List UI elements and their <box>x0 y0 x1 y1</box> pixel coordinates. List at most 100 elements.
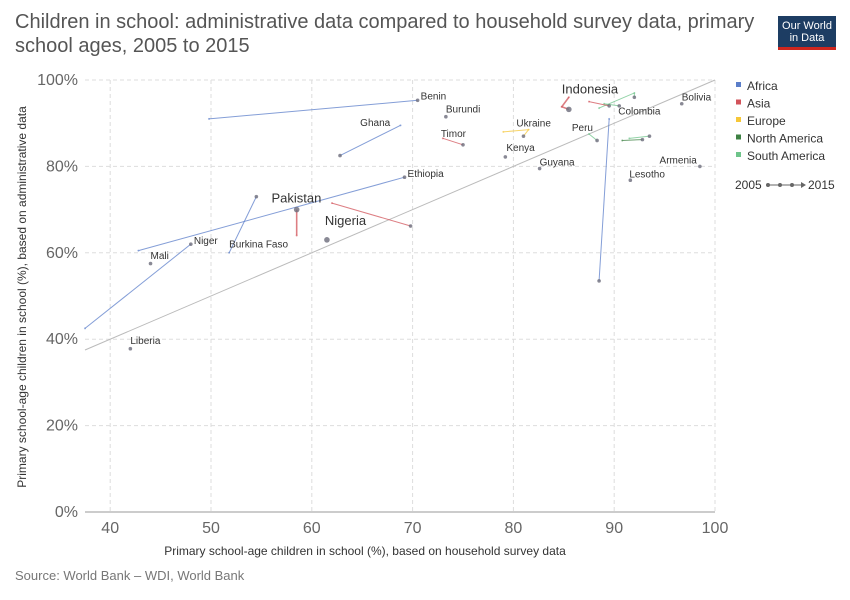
data-point[interactable] <box>148 261 153 266</box>
legend-item[interactable]: Asia <box>747 97 771 111</box>
data-point[interactable] <box>595 138 599 143</box>
data-point[interactable] <box>567 96 570 99</box>
legend-item[interactable]: Africa <box>747 79 778 93</box>
axis-ticks: 0% 20% 40% 60% 80% 100% 40 50 60 70 80 90 100 <box>37 72 728 537</box>
point-label: Colombia <box>618 107 661 118</box>
x-tick-label: 100 <box>702 520 729 537</box>
legend-item[interactable]: Europe <box>747 114 786 128</box>
data-point[interactable] <box>444 114 448 119</box>
series-ghana[interactable] <box>338 124 402 158</box>
data-point[interactable] <box>698 164 702 169</box>
series-ukraine[interactable] <box>502 128 530 138</box>
series-benin[interactable] <box>207 98 420 120</box>
legend-swatch <box>736 152 741 157</box>
data-point[interactable] <box>588 133 590 135</box>
data-point[interactable] <box>84 327 86 330</box>
data-point[interactable] <box>640 137 645 142</box>
data-point[interactable] <box>137 249 140 252</box>
data-point[interactable] <box>338 153 342 158</box>
data-point[interactable] <box>607 104 611 108</box>
legend-time-end: 2015 <box>808 178 835 192</box>
x-tick-label: 70 <box>404 520 422 537</box>
point-label: Burkina Faso <box>229 240 288 251</box>
data-point[interactable] <box>628 137 631 140</box>
series-unlabeled[interactable] <box>628 134 652 140</box>
data-point[interactable] <box>566 106 572 113</box>
data-point[interactable] <box>502 130 505 133</box>
data-point[interactable] <box>128 346 133 351</box>
y-tick-label: 40% <box>46 331 78 348</box>
data-point[interactable] <box>647 134 652 138</box>
logo-line2: in Data <box>789 32 825 44</box>
series-lesotho[interactable] <box>628 178 633 183</box>
series-path <box>84 243 192 329</box>
data-point[interactable] <box>608 117 611 120</box>
data-point[interactable] <box>503 155 508 159</box>
reference-line <box>84 79 716 351</box>
legend-time-dot <box>766 183 770 187</box>
legend-swatch <box>736 117 741 122</box>
series-bolivia[interactable] <box>679 101 684 106</box>
y-tick-label: 20% <box>46 418 78 435</box>
data-point[interactable] <box>293 206 300 213</box>
data-point[interactable] <box>560 105 563 108</box>
data-point[interactable] <box>415 98 420 103</box>
series-unlabeled[interactable] <box>588 100 611 108</box>
data-point[interactable] <box>254 194 259 199</box>
series-ethiopia[interactable] <box>137 175 407 252</box>
series-path <box>629 135 650 139</box>
series-burundi[interactable] <box>444 114 448 119</box>
data-point[interactable] <box>621 139 624 142</box>
series-kenya[interactable] <box>503 155 508 159</box>
legend[interactable]: Africa Asia Europe North America South Ameri… <box>735 79 835 192</box>
data-point[interactable] <box>617 104 622 108</box>
point-label: Niger <box>194 236 219 247</box>
x-tick-label: 60 <box>303 520 321 537</box>
data-point[interactable] <box>189 242 193 246</box>
series-path <box>604 103 620 107</box>
legend-item[interactable]: South America <box>747 149 825 163</box>
legend-time-arrow <box>801 182 806 188</box>
series-nigeria[interactable] <box>324 237 330 243</box>
data-point[interactable] <box>207 117 210 120</box>
point-label: Kenya <box>506 143 535 154</box>
data-point[interactable] <box>402 175 407 179</box>
legend-item[interactable]: North America <box>747 132 823 146</box>
series-liberia[interactable] <box>128 346 133 351</box>
series-indonesia[interactable] <box>560 96 572 113</box>
data-point[interactable] <box>527 128 530 131</box>
data-point[interactable] <box>632 95 637 100</box>
data-point[interactable] <box>330 202 333 205</box>
data-point[interactable] <box>598 107 601 110</box>
legend-time-dot <box>778 183 782 187</box>
data-point[interactable] <box>441 137 444 140</box>
data-point[interactable] <box>588 100 590 103</box>
series-unlabeled[interactable] <box>330 202 413 228</box>
series-pakistan[interactable] <box>293 206 300 237</box>
data-point[interactable] <box>228 251 231 254</box>
data-point[interactable] <box>399 124 402 127</box>
series-guyana[interactable] <box>537 166 542 171</box>
series-unlabeled[interactable] <box>597 117 611 283</box>
data-point[interactable] <box>537 166 542 171</box>
series-peru[interactable] <box>588 133 599 143</box>
data-point[interactable] <box>324 237 330 243</box>
series-burkina-faso[interactable] <box>228 194 259 254</box>
data-point[interactable] <box>295 234 298 237</box>
point-label: Bolivia <box>682 92 712 103</box>
series-timor[interactable] <box>441 137 465 147</box>
series-armenia[interactable] <box>698 164 702 169</box>
series-niger[interactable] <box>84 242 193 330</box>
data-point[interactable] <box>633 91 636 94</box>
series-mali[interactable] <box>148 261 153 266</box>
owid-logo[interactable]: Our World in Data <box>778 16 836 50</box>
data-point[interactable] <box>597 279 601 283</box>
series-unlabeled[interactable] <box>621 137 645 142</box>
data-point[interactable] <box>408 224 413 228</box>
data-point[interactable] <box>628 178 633 183</box>
series-colombia[interactable] <box>598 91 637 110</box>
data-point[interactable] <box>461 143 465 147</box>
data-point[interactable] <box>521 134 526 138</box>
data-point[interactable] <box>679 101 684 106</box>
